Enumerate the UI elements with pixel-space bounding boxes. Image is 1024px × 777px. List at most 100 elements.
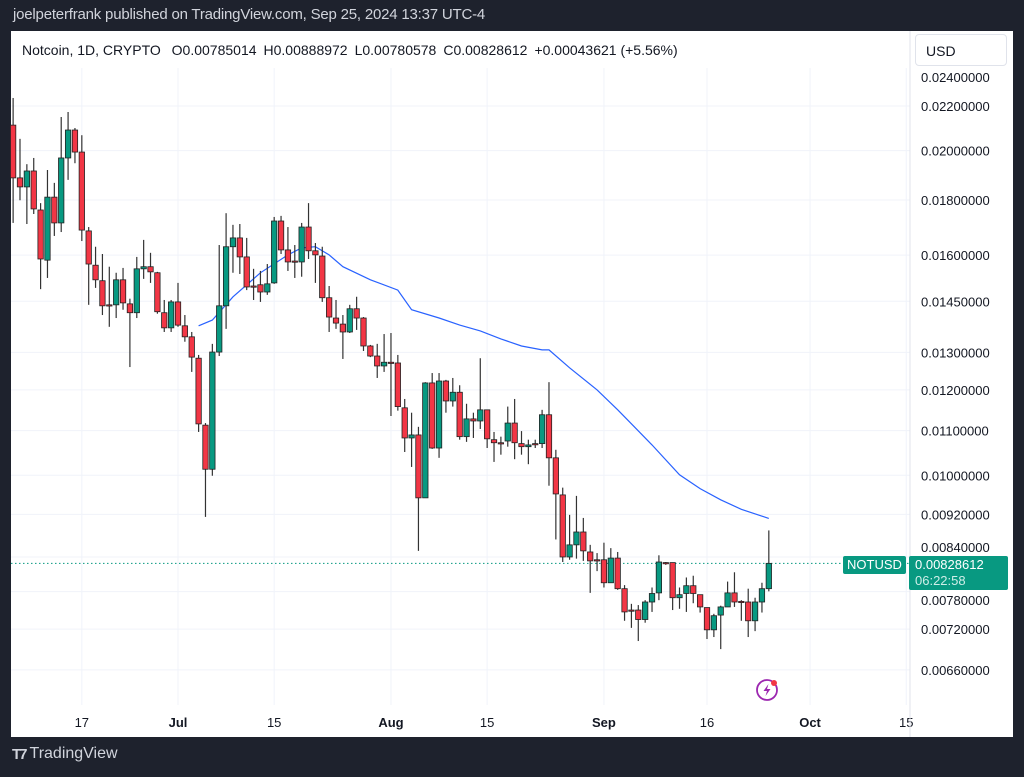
candle-body <box>387 361 395 364</box>
candle <box>463 403 470 442</box>
candle <box>71 128 79 164</box>
candle <box>202 423 209 517</box>
candle-body <box>119 279 127 304</box>
candle <box>277 215 285 254</box>
candle-body <box>346 308 353 333</box>
candle <box>703 607 711 640</box>
candle <box>10 97 17 223</box>
candle-body <box>367 345 374 357</box>
candle <box>614 551 621 590</box>
candle-body <box>401 407 408 439</box>
publisher-line: joelpeterfrank published on TradingView.… <box>13 6 486 23</box>
candle <box>119 267 127 310</box>
candle-body <box>236 237 243 258</box>
candle <box>346 304 353 334</box>
time-axis: 17 Jul 15 Aug 15 Sep 16 Oct 15 <box>75 715 914 730</box>
brand-name: TradingView <box>29 745 118 762</box>
candle <box>435 373 443 458</box>
candle <box>78 135 85 242</box>
candle-body <box>738 600 745 603</box>
candle <box>257 270 264 302</box>
candle-body <box>429 382 436 449</box>
candle-body <box>222 246 230 307</box>
candle <box>99 253 106 316</box>
candle <box>539 409 546 449</box>
candle <box>140 239 147 279</box>
candle-body <box>16 177 24 188</box>
tradingview-brand[interactable]: T7 TradingView <box>12 745 118 763</box>
candle <box>161 299 168 332</box>
candle <box>731 572 738 607</box>
x-tick-label: 16 <box>700 715 714 730</box>
candle <box>532 439 539 449</box>
candles <box>10 97 772 650</box>
candle-body <box>154 272 161 313</box>
candle-body <box>717 606 724 616</box>
candle <box>442 379 450 413</box>
candle <box>710 613 717 638</box>
candle <box>181 315 188 342</box>
candle-body <box>628 609 635 612</box>
candle-body <box>525 444 532 448</box>
candle <box>85 227 92 305</box>
candle <box>305 203 312 259</box>
candle-body <box>497 442 504 445</box>
candle <box>374 343 381 378</box>
candle <box>587 544 594 593</box>
candle-body <box>566 544 573 558</box>
candle-body <box>710 615 717 631</box>
candle-body <box>463 418 470 438</box>
currency-button[interactable]: USD <box>915 34 1007 66</box>
candle-body <box>161 312 168 329</box>
y-tick-label: 0.01800000 <box>921 193 990 208</box>
lightning-bolt-icon[interactable] <box>756 679 778 701</box>
y-tick-label: 0.02000000 <box>921 144 990 159</box>
candle <box>209 343 216 476</box>
candle-body <box>202 424 209 470</box>
candle-body <box>106 304 113 307</box>
candle-body <box>442 380 450 402</box>
candle <box>745 588 752 638</box>
candle <box>332 299 340 329</box>
candle <box>319 246 326 302</box>
candle-body <box>758 588 766 603</box>
candle-body <box>168 301 175 329</box>
candle <box>291 245 298 278</box>
candle <box>497 436 504 455</box>
last-price-value: 0.00828612 <box>915 557 984 572</box>
candle-body <box>250 285 257 288</box>
candle <box>326 286 333 332</box>
candle <box>401 398 408 453</box>
open-value: O0.00785014 <box>171 42 257 58</box>
symbol-title[interactable]: Notcoin, 1D, CRYPTO <box>22 42 161 58</box>
candle <box>511 398 518 460</box>
low-value: L0.00780578 <box>354 42 437 58</box>
candle-body <box>559 494 566 558</box>
candle-body <box>394 362 401 407</box>
candle <box>566 514 573 560</box>
candle-body <box>662 562 669 565</box>
candle <box>484 409 491 449</box>
candle <box>147 252 154 283</box>
candle-body <box>188 336 195 358</box>
candle <box>236 224 243 274</box>
candle <box>628 603 635 628</box>
candle-body <box>477 409 484 422</box>
candle-body <box>600 559 608 584</box>
candle-body <box>676 594 683 599</box>
candle <box>669 562 676 611</box>
y-tick-label: 0.01000000 <box>921 468 990 483</box>
x-tick-label: Oct <box>799 715 821 730</box>
candle-body <box>37 209 44 260</box>
candle-body <box>339 323 346 333</box>
candle-body <box>85 230 92 265</box>
candle <box>243 237 250 291</box>
candle <box>593 553 601 572</box>
candle-body <box>271 220 278 284</box>
candle-body <box>291 260 298 263</box>
candle <box>635 605 642 642</box>
candle <box>573 495 580 559</box>
candle-body <box>181 325 188 338</box>
bar-countdown: 06:22:58 <box>915 573 966 588</box>
